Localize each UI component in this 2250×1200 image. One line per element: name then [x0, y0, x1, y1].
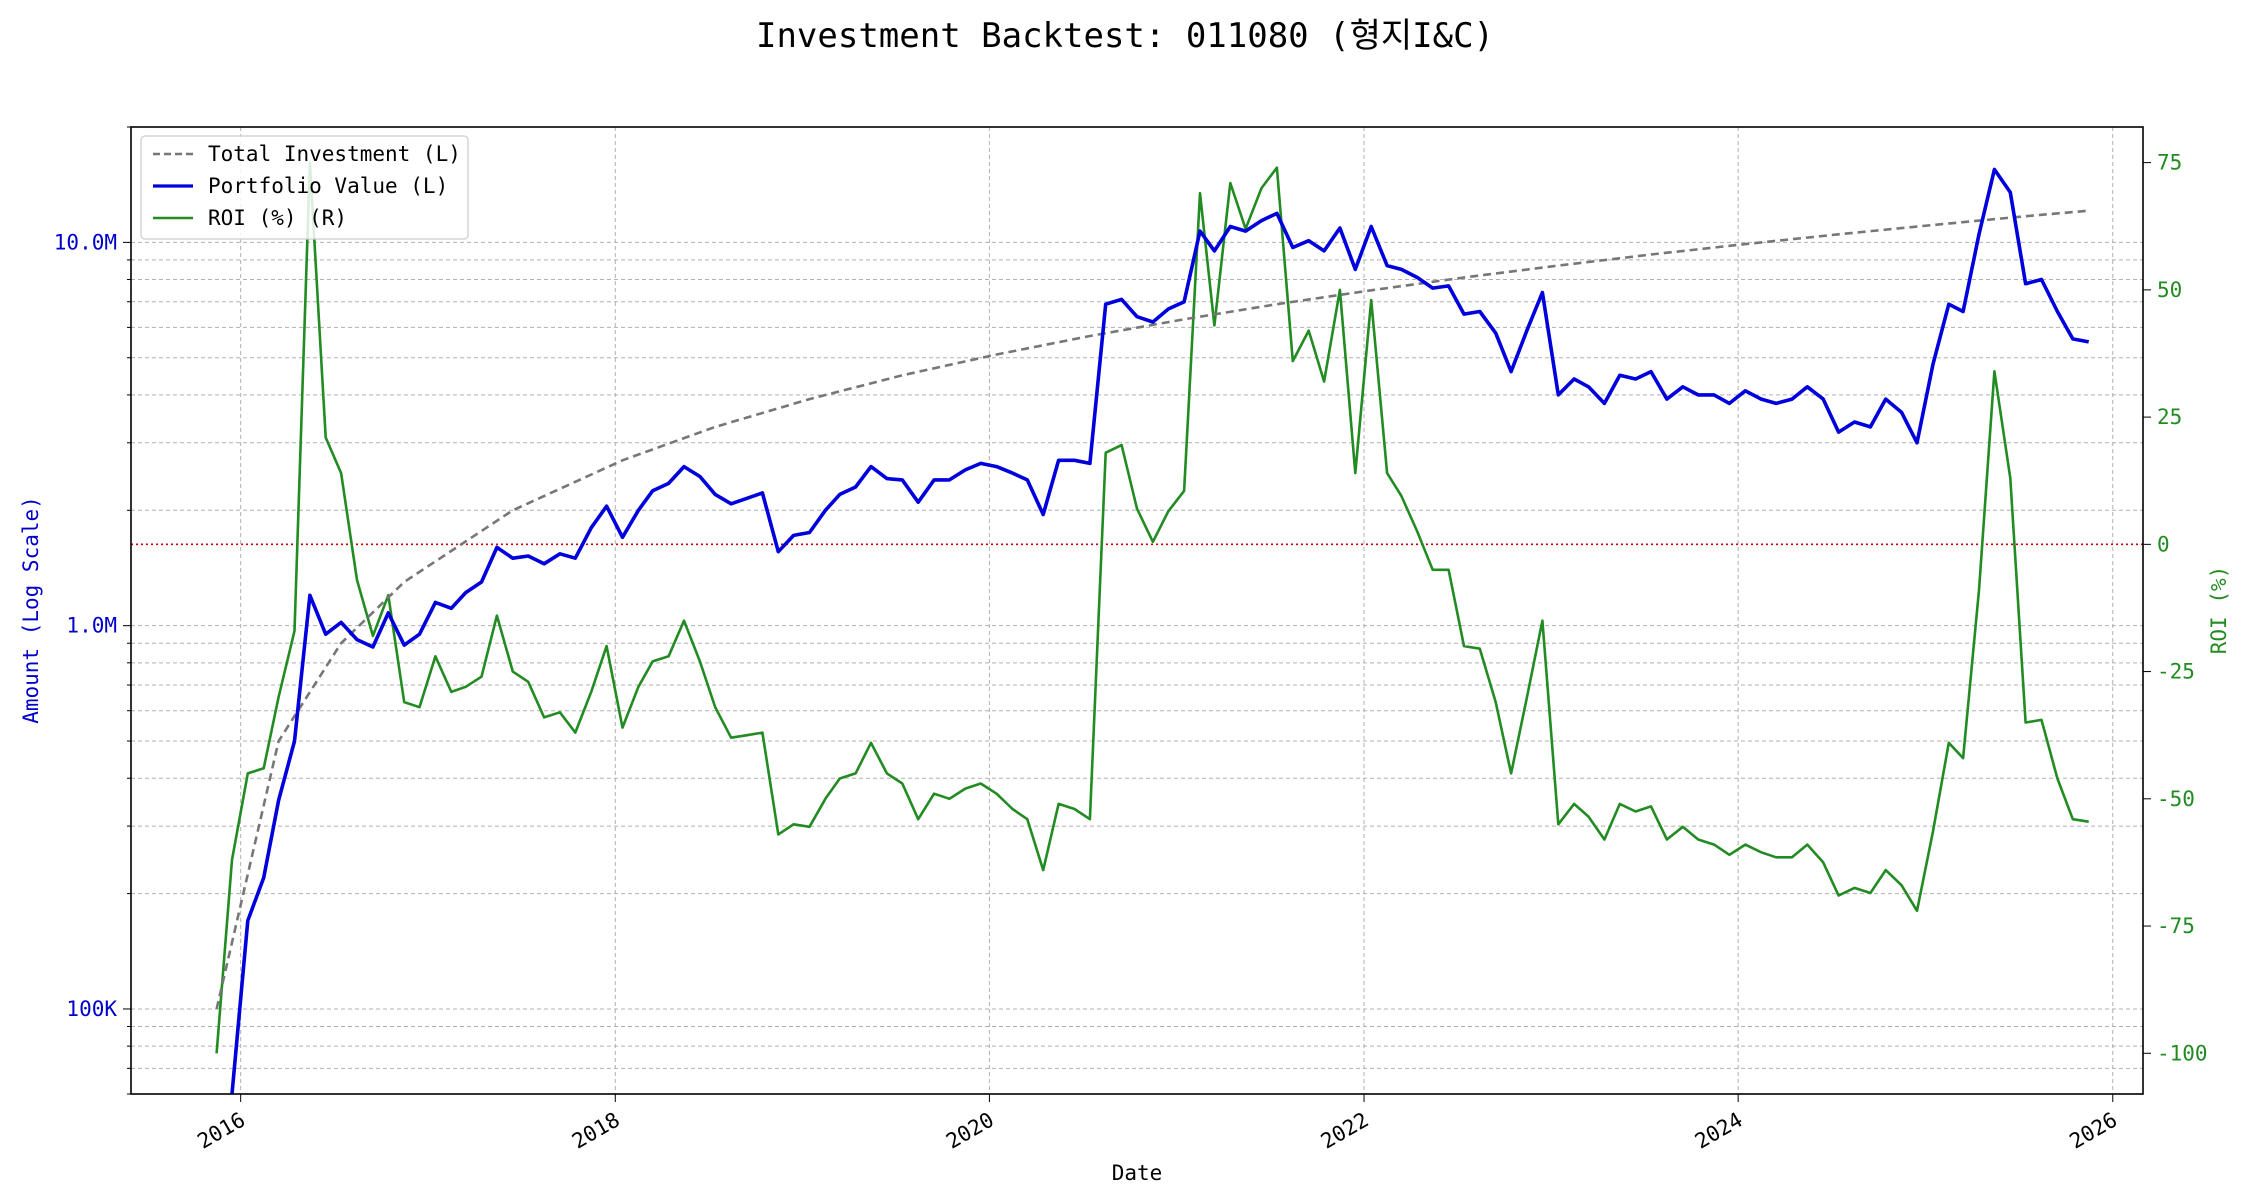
x-tick-label: 2016 — [193, 1108, 249, 1154]
left-tick-label: 100K — [66, 997, 117, 1021]
roi-line — [215, 161, 2089, 1054]
x-axis-label: Date — [1112, 1161, 1163, 1185]
plot-frame — [130, 126, 2144, 1095]
right-tick-label: -50 — [2157, 787, 2195, 811]
x-tick-label: 2022 — [1317, 1108, 1373, 1154]
x-tick-label: 2026 — [2065, 1108, 2121, 1154]
right-tick-label: 25 — [2157, 405, 2182, 429]
right-tick-label: 50 — [2157, 278, 2182, 302]
right-tick-label: -25 — [2157, 660, 2195, 684]
x-tick-label: 2018 — [568, 1108, 624, 1154]
legend: Total Investment (L) Portfolio Value (L)… — [140, 135, 469, 240]
grid — [131, 126, 2143, 1095]
right-tick-label: -75 — [2157, 914, 2195, 938]
chart-title: Investment Backtest: 011080 (형지I&C) — [756, 16, 1494, 56]
total-investment-line — [215, 209, 2089, 1010]
right-tick-label: 75 — [2157, 151, 2182, 175]
right-axis-label: ROI (%) — [2207, 566, 2231, 655]
legend-label-roi: ROI (%) (R) — [208, 206, 347, 230]
legend-label-portfolio-value: Portfolio Value (L) — [208, 174, 448, 198]
plot-area — [131, 161, 2143, 1095]
portfolio-value-line — [230, 167, 2090, 1095]
x-tick-label: 2020 — [942, 1108, 998, 1154]
right-tick-label: -100 — [2157, 1041, 2208, 1065]
left-axis-label: Amount (Log Scale) — [19, 496, 43, 724]
legend-label-total-investment: Total Investment (L) — [208, 142, 461, 166]
left-tick-label: 10.0M — [54, 230, 117, 254]
right-tick-label: 0 — [2157, 532, 2170, 556]
left-tick-label: 1.0M — [66, 614, 117, 638]
x-tick-label: 2024 — [1691, 1108, 1747, 1154]
legend-box — [140, 135, 469, 240]
